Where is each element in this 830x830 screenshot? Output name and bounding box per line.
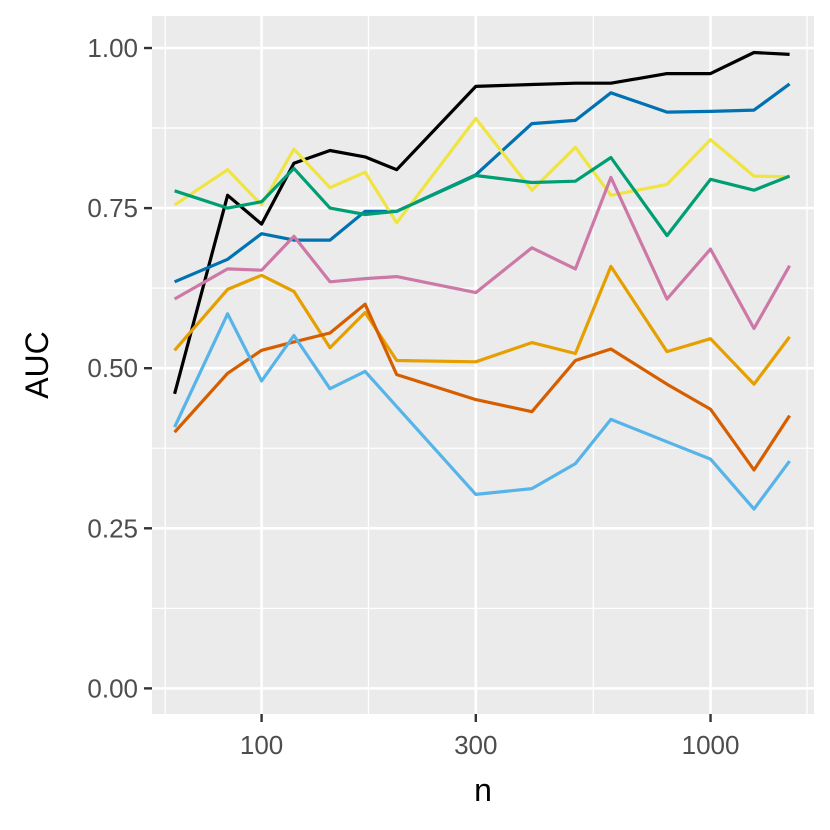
y-tick-label: 0.25 — [87, 513, 138, 543]
series-line-5 — [173, 175, 791, 331]
series-line-6 — [173, 264, 791, 386]
series-line-8 — [173, 312, 791, 511]
x-tick-label: 100 — [240, 730, 283, 760]
series-line-4 — [174, 155, 791, 238]
series-line-7 — [173, 302, 791, 472]
y-tick-label: 0.00 — [87, 673, 138, 703]
x-tick-label: 300 — [454, 730, 497, 760]
major-gridlines — [152, 16, 814, 714]
series-lines — [173, 50, 791, 511]
x-tick-label: 1000 — [682, 730, 740, 760]
series-line-3 — [173, 116, 790, 225]
y-tick-label: 0.50 — [87, 353, 138, 383]
series-line-1 — [173, 50, 790, 395]
y-tick-label: 0.75 — [87, 193, 138, 223]
y-axis: 0.00 0.25 0.50 0.75 1.00 — [87, 33, 152, 703]
x-axis-title: n — [474, 772, 492, 808]
y-tick-label: 1.00 — [87, 33, 138, 63]
x-axis: 100 300 1000 — [240, 714, 740, 760]
y-axis-title: AUC — [19, 331, 55, 399]
panel-background — [152, 16, 814, 714]
